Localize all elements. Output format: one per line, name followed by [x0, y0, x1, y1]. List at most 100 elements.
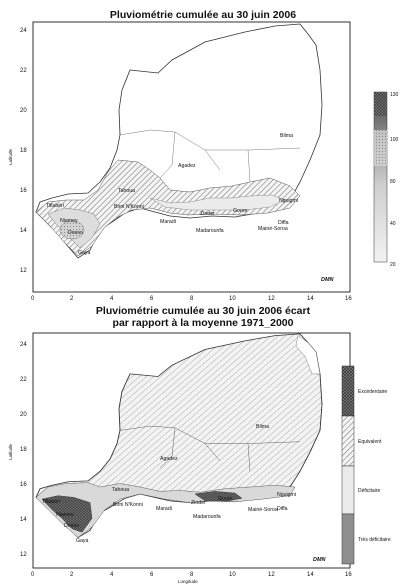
- map1-ytick: 22: [20, 68, 27, 74]
- map1-xtick: 2: [70, 296, 74, 302]
- map2-very-deficit-zone-west: [41, 495, 93, 533]
- map2-city-tillaberi: Tillabéri: [42, 499, 60, 505]
- map1-y-axis-title: Latitude: [8, 148, 13, 165]
- map1-legend-mid-band: [374, 130, 387, 166]
- map2-legend-label: Excédentaire: [358, 389, 387, 395]
- map2-ytick: 16: [20, 482, 27, 488]
- map1-ytick: 20: [20, 108, 27, 114]
- map2-legend-label: Déficitaire: [358, 488, 380, 494]
- map1-legend-top-band: [374, 92, 387, 116]
- map1-ytick: 16: [20, 188, 27, 194]
- map1-xtick: 12: [268, 296, 275, 302]
- map2-xtick: 16: [345, 572, 352, 578]
- map1-city-goure: Goure: [233, 208, 248, 214]
- map2-region-borders: [119, 425, 301, 472]
- map1-city-nguigmi: Nguigmi: [279, 198, 298, 204]
- map2-x-axis: 0 2 4 6 8 10 12 14 16 Longitude: [31, 572, 352, 584]
- map1-region-borders: [119, 129, 301, 183]
- map1-legend-tick: 130: [390, 92, 399, 98]
- map2-xtick: 2: [70, 572, 74, 578]
- map2-ytick: 20: [20, 412, 27, 418]
- map1-xtick: 10: [229, 296, 236, 302]
- map2-legend-swatch-tres-deficitaire: [341, 513, 355, 565]
- map1-city-gaya: Gaya: [78, 250, 91, 256]
- map2-xtick: 0: [31, 572, 35, 578]
- map2-legend-swatch-deficitaire: [341, 465, 355, 515]
- map1-ytick: 18: [20, 148, 27, 154]
- map2-city-tahoua: Tahoua: [112, 487, 129, 493]
- map2-subtitle: par rapport à la moyenne 1971_2000: [112, 317, 294, 329]
- map1-y-axis: 24 22 20 18 16 14 12 Latitude: [8, 28, 27, 274]
- map2-city-zinder: Zinder: [191, 500, 206, 506]
- map1-ytick: 14: [20, 228, 27, 234]
- map2-xtick: 6: [150, 572, 154, 578]
- map2-xtick: 8: [190, 572, 194, 578]
- map1-legend-tick: 80: [390, 179, 396, 185]
- map1-credit: DMN: [321, 277, 335, 283]
- map1-ytick: 12: [20, 268, 27, 274]
- map2-northeast-zone: [295, 335, 321, 375]
- map2-city-agadez: Agadez: [160, 456, 178, 462]
- map2-y-axis-title: Latitude: [8, 443, 13, 460]
- map2-city-maine-soroa: Mainé-Soroa: [248, 507, 278, 513]
- map2-xtick: 12: [268, 572, 275, 578]
- map2-legend-label: Très déficitaire: [358, 537, 391, 543]
- map2-ytick: 24: [20, 342, 27, 348]
- map2-legend-label: Equivalent: [358, 439, 382, 445]
- map2-xtick: 10: [229, 572, 236, 578]
- map1-xtick: 4: [110, 296, 114, 302]
- map1-legend-tick: 20: [390, 262, 396, 268]
- map2-x-axis-title: Longitude: [178, 579, 198, 584]
- map2-city-madarounfa: Madarounfa: [193, 514, 221, 520]
- map1-city-diffa: Diffa: [278, 220, 289, 226]
- map1-rain-zone-high: [35, 159, 301, 257]
- map1-title: Pluviométrie cumulée au 30 juin 2006: [109, 9, 297, 21]
- map2-ytick: 12: [20, 552, 27, 558]
- map2-city-dosso: Dosso: [64, 523, 79, 529]
- map2-legend-swatch-excedentaire: [341, 365, 355, 417]
- map1-city-konni: Birni N'Konni: [114, 204, 144, 210]
- map2-y-axis: 24 22 20 18 16 14 12 Latitude: [8, 342, 27, 558]
- map2-ytick: 18: [20, 447, 27, 453]
- map1-city-bilma: Bilma: [280, 133, 293, 139]
- map2-city-nguigmi: Nguigmi: [277, 492, 296, 498]
- map2-very-deficit-zone-east: [194, 491, 243, 502]
- map1-rain-zone-low: [149, 194, 286, 211]
- map1-city-maine-soroa: Mainé-Soroa: [258, 226, 288, 232]
- map2-ytick: 22: [20, 377, 27, 383]
- map2-city-niamey: Niamey: [56, 512, 74, 518]
- map2-xtick: 4: [110, 572, 114, 578]
- map1-xtick: 6: [150, 296, 154, 302]
- map1-city-tahoua: Tahoua: [118, 188, 135, 194]
- map1-city-niamey: Niamey: [60, 218, 78, 224]
- map1-city-tillaberi: Tillabéri: [46, 203, 64, 209]
- map1-ytick: 24: [20, 28, 27, 34]
- map1-xtick: 16: [345, 296, 352, 302]
- map1-rain-zone-south: [59, 220, 85, 240]
- map1-x-axis: 0 2 4 6 8 10 12 14 16: [31, 296, 352, 302]
- map1-legend: 130 100 80 40 20: [373, 91, 399, 268]
- map2: Bilma Agadez Tahoua Tillabéri Niamey Dos…: [8, 332, 391, 584]
- map1-legend-colorbar: [373, 91, 388, 263]
- map2-city-diffa: Diffa: [277, 506, 288, 512]
- map2-city-goure: Goure: [218, 496, 233, 502]
- map2-city-bilma: Bilma: [256, 424, 269, 430]
- map1: Bilma Agadez Tahoua Tillabéri Niamey Dos…: [8, 21, 399, 302]
- map2-ytick: 14: [20, 517, 27, 523]
- map2-title: Pluviométrie cumulée au 30 juin 2006 éca…: [95, 305, 311, 317]
- map2-legend: Excédentaire Equivalent Déficitaire Très…: [341, 365, 391, 565]
- map2-city-maradi: Maradi: [156, 506, 172, 512]
- map1-city-agadez: Agadez: [178, 163, 196, 169]
- map1-city-dosso: Dosso: [68, 230, 83, 236]
- map2-legend-swatch-equivalent: [341, 415, 355, 467]
- map1-legend-tick: 40: [390, 221, 396, 227]
- map1-city-madarounfa: Madarounfa: [196, 228, 224, 234]
- map2-xtick: 14: [307, 572, 314, 578]
- map1-xtick: 8: [190, 296, 194, 302]
- map2-city-konni: Birni N'Konni: [113, 502, 143, 508]
- map1-city-maradi: Maradi: [160, 219, 176, 225]
- map1-xtick: 0: [31, 296, 35, 302]
- map2-credit: DMN: [313, 557, 327, 563]
- map1-city-zinder: Zinder: [200, 211, 215, 217]
